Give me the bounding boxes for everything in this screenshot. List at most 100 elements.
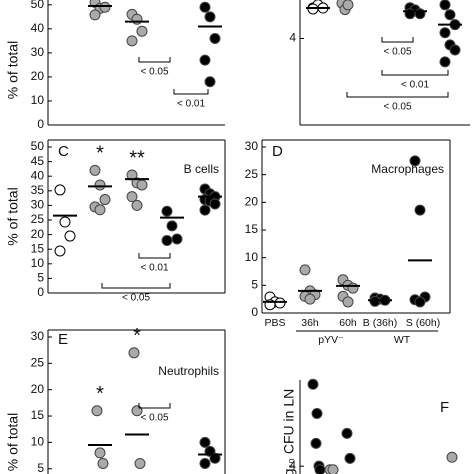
y-axis-label: % of total bbox=[5, 41, 21, 99]
data-point bbox=[99, 1, 111, 13]
asterisk: ** bbox=[129, 147, 145, 169]
p-value: < 0.05 bbox=[383, 47, 412, 58]
bracket bbox=[101, 283, 171, 289]
data-point bbox=[342, 0, 354, 11]
data-point bbox=[274, 297, 286, 309]
x-tick-label: PBS bbox=[264, 317, 285, 329]
data-point bbox=[59, 216, 71, 228]
y-tick-label: 25 bbox=[245, 167, 259, 181]
bracket bbox=[138, 253, 171, 259]
y-tick-label: 0 bbox=[37, 117, 44, 131]
y-tick-label: 4 bbox=[289, 31, 296, 45]
data-point bbox=[94, 204, 106, 216]
data-point bbox=[131, 199, 143, 211]
data-point bbox=[409, 155, 421, 167]
y-axis-label: log₁₀ CFU in LN bbox=[281, 389, 297, 474]
y-tick-label: 10 bbox=[31, 435, 45, 449]
group-label: pYV⁻ bbox=[318, 334, 344, 346]
data-point bbox=[89, 9, 101, 21]
data-point bbox=[64, 230, 76, 242]
y-tick-label: 10 bbox=[245, 250, 259, 264]
y-tick-label: 20 bbox=[31, 69, 45, 83]
data-point bbox=[199, 1, 211, 13]
data-point bbox=[414, 296, 426, 308]
y-tick-label: 0 bbox=[37, 285, 44, 299]
data-point bbox=[54, 184, 66, 196]
bracket bbox=[138, 403, 171, 409]
data-point bbox=[199, 204, 211, 216]
p-value: < 0.05 bbox=[383, 102, 412, 113]
data-point bbox=[126, 191, 138, 203]
data-point bbox=[94, 447, 106, 459]
data-point bbox=[54, 245, 66, 257]
group-label: WT bbox=[394, 334, 411, 346]
y-tick-label: 30 bbox=[31, 198, 45, 212]
data-point bbox=[439, 27, 451, 39]
data-point bbox=[414, 204, 426, 216]
data-point bbox=[136, 179, 148, 191]
y-tick-label: 4 bbox=[289, 458, 296, 472]
y-tick-label: 30 bbox=[245, 139, 259, 153]
x-tick-label: 36h bbox=[301, 317, 319, 329]
y-tick-label: 10 bbox=[31, 256, 45, 270]
data-point bbox=[204, 76, 216, 88]
y-tick-label: 15 bbox=[31, 241, 45, 255]
y-axis-label: % of total bbox=[5, 413, 21, 471]
data-point bbox=[299, 264, 311, 276]
data-point bbox=[199, 457, 211, 469]
data-point bbox=[341, 427, 353, 439]
bracket bbox=[138, 57, 171, 63]
y-axis-label: % of total bbox=[5, 187, 21, 245]
y-tick-label: 45 bbox=[31, 154, 45, 168]
data-point bbox=[369, 295, 381, 307]
data-point bbox=[304, 293, 316, 305]
data-point bbox=[204, 11, 216, 23]
asterisk: * bbox=[96, 143, 104, 165]
data-point bbox=[347, 282, 359, 294]
data-point bbox=[344, 452, 356, 464]
p-value: < 0.01 bbox=[401, 80, 430, 91]
y-tick-label: 5 bbox=[37, 271, 44, 285]
data-point bbox=[307, 378, 319, 390]
y-tick-label: 20 bbox=[31, 382, 45, 396]
y-tick-label: 35 bbox=[31, 183, 45, 197]
asterisk: * bbox=[96, 383, 104, 405]
panel-letter: E bbox=[58, 331, 68, 348]
data-point bbox=[91, 405, 103, 417]
data-point bbox=[94, 179, 106, 191]
y-tick-label: 5 bbox=[251, 278, 258, 292]
p-value: < 0.05 bbox=[140, 413, 169, 424]
panel-letter: C bbox=[58, 143, 69, 160]
data-point bbox=[166, 220, 178, 232]
data-point bbox=[311, 407, 323, 419]
panel-title: Macrophages bbox=[371, 162, 444, 176]
p-value: < 0.01 bbox=[140, 263, 169, 274]
data-point bbox=[128, 347, 140, 359]
y-tick-label: 5 bbox=[37, 461, 44, 474]
data-point bbox=[314, 464, 326, 474]
data-point bbox=[199, 54, 211, 66]
p-value: < 0.05 bbox=[122, 293, 151, 304]
data-point bbox=[439, 0, 451, 11]
data-point bbox=[171, 233, 183, 245]
data-point bbox=[209, 452, 221, 464]
asterisk: * bbox=[133, 325, 141, 347]
y-tick-label: 40 bbox=[31, 168, 45, 182]
y-tick-label: 25 bbox=[31, 212, 45, 226]
data-point bbox=[444, 9, 456, 21]
x-tick-label: 60h bbox=[339, 317, 357, 329]
y-tick-label: 30 bbox=[31, 45, 45, 59]
y-tick-label: 20 bbox=[245, 195, 259, 209]
x-tick-label: B (36h) bbox=[363, 317, 397, 329]
data-point bbox=[136, 25, 148, 37]
y-tick-label: 10 bbox=[31, 93, 45, 107]
data-point bbox=[209, 198, 221, 210]
data-point bbox=[89, 164, 101, 176]
p-value: < 0.05 bbox=[140, 67, 169, 78]
data-point bbox=[161, 205, 173, 217]
y-tick-label: 15 bbox=[245, 222, 259, 236]
y-tick-label: 25 bbox=[31, 356, 45, 370]
data-point bbox=[209, 32, 221, 44]
panel-title: Neutrophils bbox=[158, 364, 219, 378]
bracket bbox=[381, 37, 414, 43]
